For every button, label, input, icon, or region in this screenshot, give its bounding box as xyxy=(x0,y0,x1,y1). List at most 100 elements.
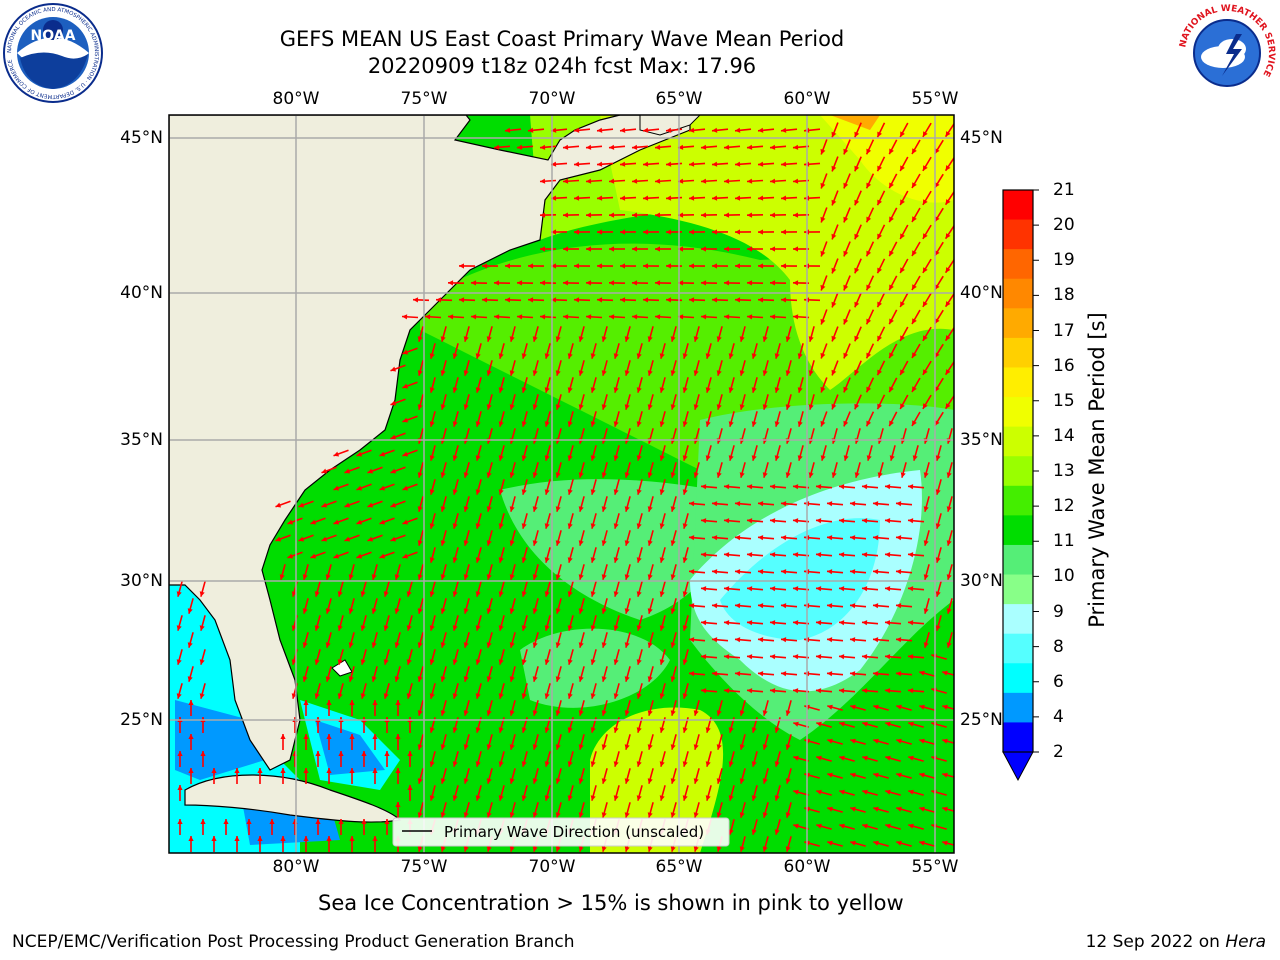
wave-arrow-head xyxy=(820,250,826,257)
wave-arrow-head xyxy=(689,297,695,303)
wave-arrow-head xyxy=(774,761,780,767)
wave-arrow-head xyxy=(574,161,580,167)
wave-arrow-head xyxy=(751,421,757,427)
wave-arrow-head xyxy=(820,284,826,291)
wave-arrow-head xyxy=(463,506,469,512)
period-band-6s xyxy=(720,518,880,640)
wave-arrow-head xyxy=(659,591,665,597)
wave-arrow-head xyxy=(620,229,625,235)
wave-arrow-head xyxy=(325,676,331,682)
wave-arrow-head xyxy=(945,199,951,205)
colorbar-tick-label: 10 xyxy=(1053,566,1075,587)
wave-arrow-head xyxy=(919,772,925,778)
wave-arrow-head xyxy=(590,659,596,665)
wave-arrow-head xyxy=(601,608,607,614)
wave-arrow-head xyxy=(463,676,469,682)
wave-arrow-head xyxy=(942,806,948,812)
colorbar-block xyxy=(1003,337,1033,368)
wave-arrow-head xyxy=(486,574,492,580)
wave-arrow-head xyxy=(827,671,833,677)
wave-arrow-head xyxy=(383,693,389,699)
wave-arrow-head xyxy=(417,744,423,750)
wave-arrow-head xyxy=(793,518,799,524)
wave-arrow-head xyxy=(624,404,630,410)
wave-arrow-head xyxy=(716,710,722,716)
wave-arrow-head xyxy=(655,314,661,320)
wave-arrow-head xyxy=(452,387,458,393)
wave-arrow-head xyxy=(624,506,630,512)
wave-arrow-head xyxy=(934,386,940,392)
colorbar-block xyxy=(1003,574,1033,605)
wave-arrow-head xyxy=(946,506,952,512)
wave-arrow-head xyxy=(793,178,799,184)
wave-arrow-head xyxy=(873,671,879,677)
wave-arrow-head xyxy=(923,506,929,512)
lon-label-top: 65°W xyxy=(655,89,703,109)
wave-arrow-head xyxy=(747,586,753,592)
wave-arrow-head xyxy=(551,297,557,303)
wave-arrow-head xyxy=(199,625,205,631)
wave-arrow-head xyxy=(866,216,872,223)
wave-arrow-head xyxy=(475,659,481,665)
wave-arrow-head xyxy=(620,263,625,269)
wave-arrow-head xyxy=(303,734,309,739)
wave-arrow-head xyxy=(315,819,321,824)
colorbar-block xyxy=(1003,219,1033,250)
wave-arrow-head xyxy=(689,229,694,235)
wave-arrow-head xyxy=(390,536,397,542)
wave-arrow-head xyxy=(850,603,856,609)
wave-arrow-head xyxy=(532,710,538,716)
wave-arrow-head xyxy=(417,540,423,546)
wave-arrow-head xyxy=(735,297,741,303)
wave-arrow-head xyxy=(440,472,446,478)
wave-arrow-head xyxy=(574,229,579,235)
colorbar-tick-label: 17 xyxy=(1053,320,1075,341)
wave-arrow-head xyxy=(724,552,730,558)
wave-arrow-head xyxy=(885,518,891,524)
wave-arrow-head xyxy=(647,404,653,410)
wave-arrow-head xyxy=(176,625,182,631)
wave-arrow-head xyxy=(866,455,872,461)
wave-arrow-head xyxy=(609,246,614,252)
wave-arrow-head xyxy=(532,676,538,682)
wave-arrow-head xyxy=(689,263,694,269)
wave-arrow-head xyxy=(701,280,707,286)
period-band-14s xyxy=(820,115,954,203)
wave-arrow-head xyxy=(922,301,928,307)
wave-arrow-head xyxy=(900,369,905,375)
wave-arrow-head xyxy=(793,246,798,252)
wave-arrow-head xyxy=(670,778,676,784)
wave-arrow-head xyxy=(402,451,409,457)
wave-arrow-head xyxy=(682,353,688,359)
wave-arrow-head xyxy=(728,795,734,801)
wave-arrow-head xyxy=(636,693,642,699)
wave-arrow-head xyxy=(900,233,905,239)
wave-arrow-head xyxy=(463,540,469,546)
wave-arrow-head xyxy=(659,693,665,699)
wave-arrow-head xyxy=(302,574,308,580)
wave-arrow-head xyxy=(889,318,894,325)
wave-arrow-head xyxy=(862,586,868,592)
wave-arrow-head xyxy=(831,301,837,308)
wave-arrow-head xyxy=(360,659,366,665)
wave-arrow-head xyxy=(808,404,814,410)
wave-arrow-head xyxy=(280,836,286,841)
wave-arrow-head xyxy=(693,778,699,784)
wave-arrow-head xyxy=(716,472,722,478)
wave-arrow-head xyxy=(758,603,764,609)
wave-arrow-head xyxy=(712,195,718,201)
wave-arrow-head xyxy=(326,734,332,739)
wave-arrow-head xyxy=(406,625,412,631)
wave-arrow-head xyxy=(498,591,504,597)
wave-arrow-head xyxy=(889,284,894,291)
lat-label-right: 25°N xyxy=(960,710,1003,730)
wave-arrow-head xyxy=(597,127,603,133)
wave-arrow-head xyxy=(338,751,344,756)
colorbar-tick-label: 9 xyxy=(1053,601,1064,622)
wave-arrow-head xyxy=(839,823,845,829)
wave-arrow-head xyxy=(257,836,263,841)
wave-arrow-head xyxy=(659,795,665,801)
wave-arrow-head xyxy=(636,727,642,733)
wave-arrow-head xyxy=(578,404,584,410)
wave-arrow-head xyxy=(705,795,711,801)
